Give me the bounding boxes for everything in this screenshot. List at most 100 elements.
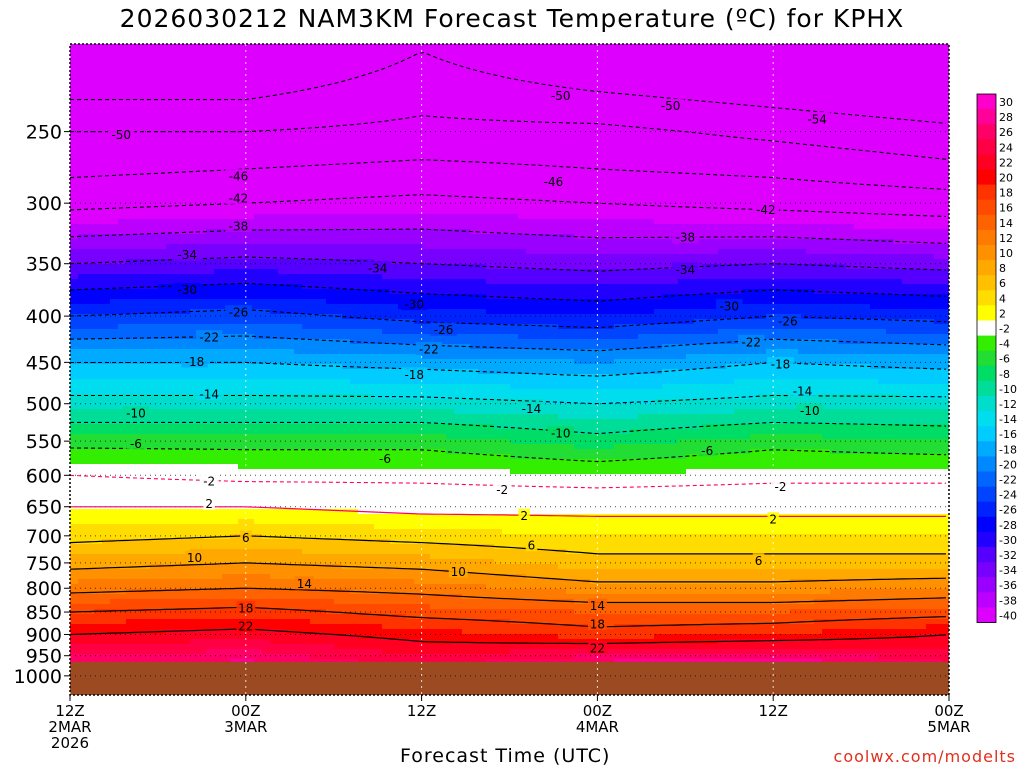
heat-cell [238,614,247,620]
heat-cell [358,409,367,415]
heat-cell [262,64,271,70]
heat-cell [350,134,359,140]
heat-cell [158,519,167,525]
heat-cell [342,94,351,100]
heat-cell [270,444,279,450]
heat-cell [86,554,95,560]
heat-cell [254,199,263,205]
heat-cell [270,464,279,470]
heat-cell [78,264,87,270]
heat-cell [206,374,215,380]
heat-cell [222,359,231,365]
heat-cell [182,124,191,130]
heat-cell [222,444,231,450]
heat-cell [350,69,359,75]
heat-cell [198,174,207,180]
heat-cell [262,649,271,655]
heat-cell [150,404,159,410]
heat-cell [190,394,199,400]
heat-cell [294,94,303,100]
heat-cell [86,509,95,515]
heat-cell [126,379,135,385]
heat-cell [286,339,295,345]
heat-cell [206,414,215,420]
heat-cell [110,464,119,470]
heat-cell [126,604,135,610]
heat-cell [110,549,119,555]
heat-cell [278,634,287,640]
heat-cell [134,194,143,200]
heat-cell [158,529,167,535]
heat-cell [102,524,111,530]
heat-cell [182,659,191,665]
heat-cell [166,429,175,435]
heat-cell [86,459,95,465]
heat-cell [94,434,103,440]
heat-cell [174,474,183,480]
heat-cell [174,644,183,650]
heat-cell [150,644,159,650]
heat-cell [342,144,351,150]
heat-cell [206,539,215,545]
heat-cell [278,314,287,320]
heat-cell [366,89,375,95]
heat-cell [174,314,183,320]
heat-cell [94,514,103,520]
heat-cell [158,564,167,570]
heat-cell [270,354,279,360]
heat-cell [214,359,223,365]
heat-cell [302,189,311,195]
heat-cell [302,414,311,420]
heat-cell [358,349,367,355]
heat-cell [86,339,95,345]
heat-cell [246,334,255,340]
heat-cell [134,454,143,460]
heat-cell [126,619,135,625]
heat-cell [166,379,175,385]
heat-cell [270,244,279,250]
heat-cell [70,414,79,420]
heat-cell [374,109,383,115]
heat-cell [198,239,207,245]
heat-cell [262,194,271,200]
heat-cell [334,159,343,165]
heat-cell [78,309,87,315]
heat-cell [142,179,151,185]
heat-cell [150,569,159,575]
heat-cell [70,314,79,320]
heat-cell [70,359,79,365]
heat-cell [326,234,335,240]
heat-cell [142,204,151,210]
heat-cell [78,369,87,375]
heat-cell [342,209,351,215]
heat-cell [126,579,135,585]
heat-cell [294,654,303,660]
heat-cell [190,494,199,500]
heat-cell [326,94,335,100]
heat-cell [318,219,327,225]
heat-cell [166,374,175,380]
heat-cell [182,264,191,270]
heat-cell [270,184,279,190]
heat-cell [286,44,295,50]
heat-cell [70,224,79,230]
heat-cell [166,519,175,525]
heat-cell [102,289,111,295]
heat-cell [118,404,127,410]
heat-cell [342,49,351,55]
heat-cell [334,59,343,65]
heat-cell [166,414,175,420]
heat-cell [102,549,111,555]
heat-cell [102,269,111,275]
heat-cell [366,534,375,540]
heat-cell [254,584,263,590]
heat-cell [318,289,327,295]
heat-cell [150,64,159,70]
heat-cell [310,564,319,570]
heat-cell [230,474,239,480]
heat-cell [366,79,375,85]
heat-cell [126,299,135,305]
heat-cell [190,649,199,655]
heat-cell [230,619,239,625]
heat-cell [270,249,279,255]
